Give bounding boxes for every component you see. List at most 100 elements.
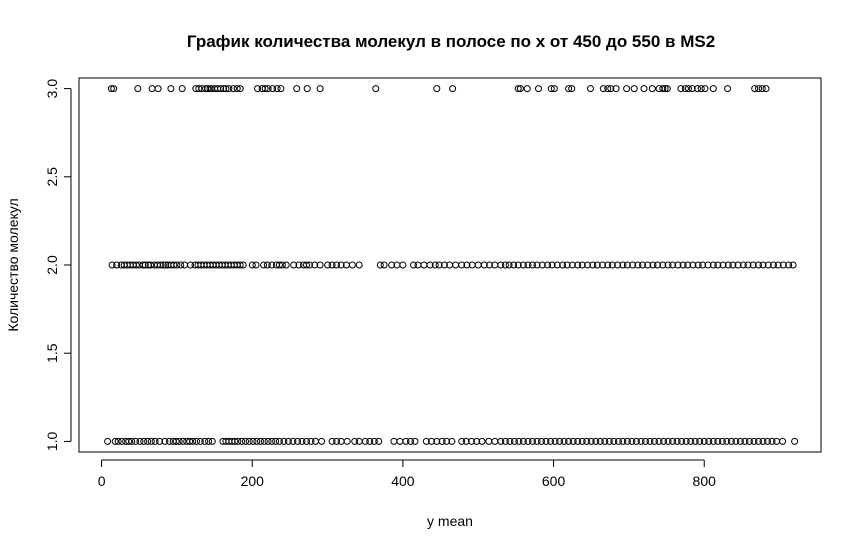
data-point (701, 85, 709, 93)
data-point (316, 261, 324, 269)
data-point (696, 437, 704, 445)
data-point (569, 437, 577, 445)
data-point (316, 85, 324, 93)
y-tick-label: 1.0 (44, 431, 60, 451)
data-point (550, 85, 558, 93)
data-point (674, 261, 682, 269)
data-point (770, 261, 777, 269)
data-point (623, 261, 631, 269)
data-point (175, 437, 183, 445)
data-point (515, 437, 523, 445)
data-point (655, 437, 663, 445)
data-point (538, 261, 546, 269)
data-point (458, 437, 466, 445)
data-point (167, 85, 175, 93)
data-point (181, 261, 188, 269)
data-point (295, 261, 303, 269)
data-point (664, 437, 672, 445)
data-point (506, 437, 514, 445)
data-point (741, 437, 749, 445)
data-point (351, 437, 359, 445)
data-point (679, 261, 687, 269)
data-point (709, 85, 717, 93)
data-point (141, 261, 149, 269)
data-point (608, 261, 616, 269)
data-point (125, 437, 133, 445)
data-point (669, 261, 677, 269)
data-point (480, 261, 488, 269)
data-point (604, 85, 612, 93)
data-point (630, 85, 638, 93)
data-point (682, 437, 690, 445)
data-point (426, 261, 434, 269)
data-point (574, 437, 582, 445)
data-point (592, 437, 600, 445)
data-point (523, 85, 531, 93)
data-point (544, 261, 552, 269)
data-point (396, 437, 404, 445)
data-point (750, 437, 758, 445)
data-point (205, 437, 213, 445)
data-point (242, 437, 249, 445)
data-point (607, 85, 615, 93)
data-point (516, 85, 524, 93)
data-point (762, 85, 770, 93)
x-tick-label: 600 (542, 473, 566, 489)
data-point (688, 85, 696, 93)
data-point (497, 437, 505, 445)
data-point (438, 437, 446, 445)
data-point (533, 437, 541, 445)
data-point (779, 261, 787, 269)
data-point (311, 261, 319, 269)
data-point (791, 437, 799, 445)
data-point (510, 261, 518, 269)
data-point (284, 437, 292, 445)
data-point (764, 437, 771, 445)
data-point (147, 261, 155, 269)
data-point (275, 437, 283, 445)
data-point (678, 437, 686, 445)
data-point (640, 85, 648, 93)
data-point (136, 437, 144, 445)
data-point (165, 437, 173, 445)
data-point (732, 437, 740, 445)
data-point (574, 261, 582, 269)
x-axis-label: y mean (427, 513, 473, 529)
data-point (538, 437, 545, 445)
data-point (252, 261, 260, 269)
data-point (177, 261, 185, 269)
data-point (697, 85, 705, 93)
data-point (172, 437, 180, 445)
data-point (669, 437, 677, 445)
x-axis: 0 200 400 600 800 (98, 459, 716, 489)
data-point (551, 437, 559, 445)
data-point (529, 261, 536, 269)
data-point (497, 261, 505, 269)
data-point (684, 261, 692, 269)
data-point (104, 437, 112, 445)
data-point (524, 437, 532, 445)
data-point (736, 437, 744, 445)
data-point (789, 261, 797, 269)
data-point (204, 85, 212, 93)
data-point (248, 261, 256, 269)
data-point (485, 437, 493, 445)
data-point (578, 261, 586, 269)
data-point (755, 437, 762, 445)
data-point (614, 437, 622, 445)
chart-title: График количества молекул в полосе по x … (187, 32, 715, 51)
data-point (420, 261, 428, 269)
data-point (268, 437, 276, 445)
data-point (604, 261, 612, 269)
data-point (644, 261, 652, 269)
data-point (689, 261, 697, 269)
data-point (589, 261, 597, 269)
data-point (563, 261, 571, 269)
data-point (758, 85, 766, 93)
data-point (664, 261, 672, 269)
data-point (709, 437, 717, 445)
data-point (751, 85, 759, 93)
data-point (723, 437, 731, 445)
data-point (410, 261, 417, 269)
